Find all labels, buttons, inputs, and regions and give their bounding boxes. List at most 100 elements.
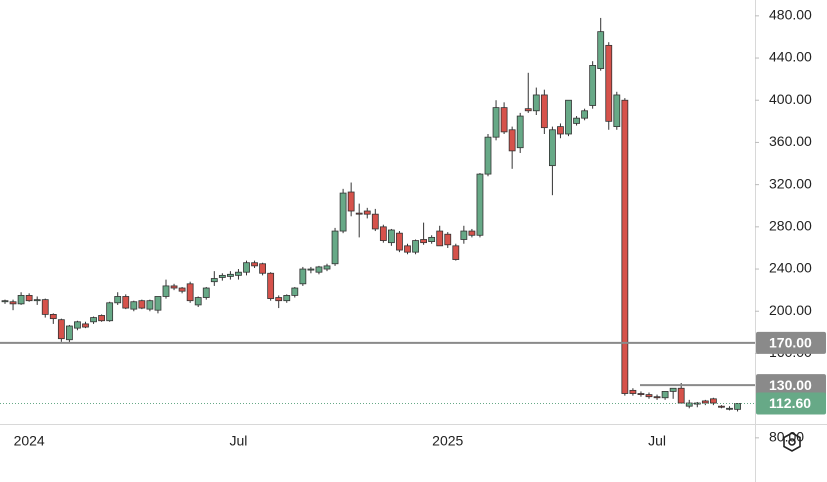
candle-body: [202, 287, 210, 298]
candle-body: [516, 115, 524, 149]
candle-body: [235, 271, 242, 276]
candle-body: [653, 396, 661, 399]
candle-body: [460, 230, 468, 240]
candle-body: [210, 278, 218, 283]
candle-body: [299, 268, 307, 285]
candle-body: [138, 300, 146, 309]
candle-body: [114, 296, 122, 304]
candle-body: [41, 299, 49, 315]
candle-body: [573, 117, 580, 124]
candle-body: [106, 302, 114, 322]
candle-body: [685, 402, 693, 407]
price-label-bg: [756, 374, 826, 397]
candle-body: [218, 274, 226, 278]
x-tick-label: 2025: [432, 433, 463, 449]
candle-body: [613, 94, 621, 128]
candle-body: [532, 94, 540, 112]
candle-body: [170, 285, 178, 289]
candle-body: [66, 325, 73, 341]
candle-body: [734, 403, 741, 410]
y-tick-label: 440.00: [769, 49, 812, 65]
candle-body: [307, 268, 315, 271]
y-tick-label: 400.00: [769, 91, 812, 107]
candle-body: [371, 213, 379, 230]
candle-body: [637, 393, 645, 395]
y-tick-label: 240.00: [769, 260, 812, 276]
candle-body: [452, 245, 460, 260]
candle-body: [1, 300, 9, 303]
price-label: 170.00: [769, 335, 812, 351]
candle-body: [259, 263, 267, 274]
candles: [1, 17, 741, 412]
candle-body: [661, 391, 669, 399]
candle-body: [275, 297, 283, 302]
candle-body: [355, 212, 363, 215]
candle-body: [524, 108, 532, 112]
candle-body: [629, 389, 637, 394]
candle-body: [130, 301, 138, 310]
candle-body: [444, 233, 452, 246]
candle-body: [605, 44, 613, 122]
x-tick-label: 2024: [14, 433, 45, 449]
candle-body: [549, 129, 556, 167]
candle-body: [565, 99, 572, 135]
y-tick-label: 320.00: [769, 175, 812, 191]
candle-body: [726, 407, 733, 410]
candle-body: [25, 295, 33, 302]
candle-body: [669, 387, 677, 392]
candle-body: [74, 321, 81, 329]
candle-body: [154, 296, 162, 311]
candle-body: [339, 192, 347, 232]
y-tick-label: 280.00: [769, 218, 812, 234]
candle-body: [540, 94, 548, 129]
candle-body: [710, 398, 717, 404]
candle-body: [9, 301, 17, 305]
candle-body: [701, 400, 709, 404]
candle-body: [581, 110, 588, 119]
candle-body: [363, 210, 371, 215]
candle-body: [420, 239, 428, 244]
candle-body: [49, 314, 57, 320]
candle-body: [387, 229, 395, 244]
candle-body: [428, 236, 436, 243]
y-tick-label: 200.00: [769, 302, 812, 318]
candle-body: [379, 226, 387, 241]
y-tick-label: 80.00: [769, 429, 804, 445]
price-label: 112.60: [769, 395, 811, 411]
candle-body: [57, 319, 65, 340]
candle-body: [162, 285, 170, 297]
candle-body: [677, 387, 685, 404]
candle-body: [146, 300, 154, 310]
candle-body: [404, 245, 411, 253]
candle-body: [226, 273, 234, 277]
price-label-bg: [756, 392, 826, 415]
candle-body: [194, 297, 202, 306]
y-tick-label: 480.00: [769, 7, 812, 23]
candle-body: [557, 126, 564, 135]
candle-body: [718, 405, 725, 408]
candle-body: [484, 136, 492, 175]
candle-body: [243, 262, 250, 273]
settings-button[interactable]: [783, 432, 801, 452]
candle-body: [323, 265, 331, 270]
y-tick-label: 360.00: [769, 133, 812, 149]
candle-body: [122, 296, 130, 309]
price-label-bg: [756, 331, 826, 354]
candle-body: [396, 232, 403, 251]
candle-body: [267, 272, 275, 299]
candle-body: [178, 287, 186, 292]
candle-body: [412, 240, 419, 253]
settings-icon-center: [788, 438, 796, 446]
candle-body: [283, 295, 291, 302]
price-label: 130.00: [769, 377, 812, 393]
settings-icon: [783, 432, 801, 452]
candle-body: [90, 317, 97, 323]
candle-body: [621, 99, 629, 394]
candle-body: [82, 323, 89, 328]
candle-body: [186, 283, 194, 302]
candle-body: [508, 129, 516, 152]
candle-body: [468, 230, 476, 236]
candle-body: [98, 315, 105, 322]
candle-body: [291, 287, 299, 296]
